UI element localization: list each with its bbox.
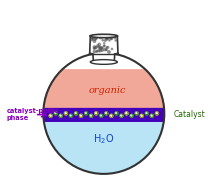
Circle shape xyxy=(95,51,97,52)
Circle shape xyxy=(98,50,100,52)
Circle shape xyxy=(125,112,128,115)
Circle shape xyxy=(69,114,72,117)
Circle shape xyxy=(99,47,101,49)
Circle shape xyxy=(145,112,148,115)
Circle shape xyxy=(64,112,67,115)
Circle shape xyxy=(94,37,97,39)
Ellipse shape xyxy=(90,34,118,38)
Circle shape xyxy=(79,114,83,117)
Circle shape xyxy=(108,51,110,53)
Ellipse shape xyxy=(90,60,117,64)
Circle shape xyxy=(43,53,164,174)
Circle shape xyxy=(110,115,111,116)
Circle shape xyxy=(54,112,57,115)
Circle shape xyxy=(104,43,105,44)
Circle shape xyxy=(109,37,112,39)
Circle shape xyxy=(59,114,62,117)
Circle shape xyxy=(94,47,96,49)
Circle shape xyxy=(93,46,96,48)
Circle shape xyxy=(90,115,91,116)
Circle shape xyxy=(146,112,147,113)
Circle shape xyxy=(105,112,108,115)
Circle shape xyxy=(110,114,113,117)
Polygon shape xyxy=(43,118,164,174)
Circle shape xyxy=(100,47,102,49)
Polygon shape xyxy=(43,70,164,110)
Circle shape xyxy=(103,45,105,46)
Circle shape xyxy=(135,112,138,115)
Circle shape xyxy=(85,112,86,113)
Circle shape xyxy=(111,38,112,39)
Circle shape xyxy=(111,39,112,40)
Circle shape xyxy=(100,115,101,116)
Circle shape xyxy=(104,40,106,41)
Polygon shape xyxy=(43,108,164,121)
Circle shape xyxy=(102,40,103,41)
Text: Catalyst: Catalyst xyxy=(174,110,206,119)
Circle shape xyxy=(98,43,100,46)
Circle shape xyxy=(74,112,78,115)
Circle shape xyxy=(120,114,123,117)
Circle shape xyxy=(141,115,142,116)
Circle shape xyxy=(106,37,107,39)
Circle shape xyxy=(114,36,116,39)
Circle shape xyxy=(107,46,109,48)
Circle shape xyxy=(100,114,103,117)
Circle shape xyxy=(97,45,99,47)
Circle shape xyxy=(55,112,56,113)
Circle shape xyxy=(111,48,113,50)
Circle shape xyxy=(104,48,106,51)
Circle shape xyxy=(93,51,95,53)
Circle shape xyxy=(100,36,102,39)
Text: catalyst-philic
phase: catalyst-philic phase xyxy=(6,108,59,121)
Circle shape xyxy=(101,47,103,49)
Polygon shape xyxy=(93,36,114,62)
Circle shape xyxy=(60,115,61,116)
Circle shape xyxy=(115,40,116,41)
Circle shape xyxy=(95,112,96,113)
Circle shape xyxy=(93,48,95,50)
Circle shape xyxy=(150,114,153,117)
Circle shape xyxy=(65,112,66,113)
Circle shape xyxy=(106,49,107,50)
Circle shape xyxy=(94,39,96,41)
Text: organic: organic xyxy=(89,86,126,95)
Circle shape xyxy=(131,115,132,116)
Circle shape xyxy=(102,50,103,51)
Circle shape xyxy=(95,47,97,49)
Circle shape xyxy=(105,112,106,113)
Circle shape xyxy=(96,50,98,52)
Circle shape xyxy=(106,38,108,40)
Circle shape xyxy=(85,112,88,115)
Circle shape xyxy=(95,112,98,115)
Circle shape xyxy=(140,114,143,117)
Circle shape xyxy=(90,114,93,117)
Circle shape xyxy=(92,38,93,39)
Circle shape xyxy=(115,112,118,115)
Circle shape xyxy=(104,45,105,46)
Circle shape xyxy=(151,115,152,116)
Circle shape xyxy=(92,38,94,40)
Circle shape xyxy=(99,49,102,52)
Circle shape xyxy=(106,46,108,48)
Circle shape xyxy=(155,112,158,115)
Circle shape xyxy=(106,49,107,50)
Circle shape xyxy=(90,39,93,41)
Polygon shape xyxy=(90,36,117,53)
Circle shape xyxy=(70,115,71,116)
Circle shape xyxy=(93,40,96,43)
Circle shape xyxy=(80,115,81,116)
Circle shape xyxy=(49,114,52,117)
Circle shape xyxy=(126,112,127,113)
Circle shape xyxy=(130,114,133,117)
Circle shape xyxy=(156,112,157,113)
Circle shape xyxy=(136,112,137,113)
Text: H$_2$O: H$_2$O xyxy=(93,132,114,146)
Circle shape xyxy=(95,38,97,40)
Circle shape xyxy=(98,46,100,48)
Circle shape xyxy=(75,112,76,113)
Circle shape xyxy=(109,40,110,41)
Circle shape xyxy=(106,38,108,40)
Circle shape xyxy=(50,115,51,116)
